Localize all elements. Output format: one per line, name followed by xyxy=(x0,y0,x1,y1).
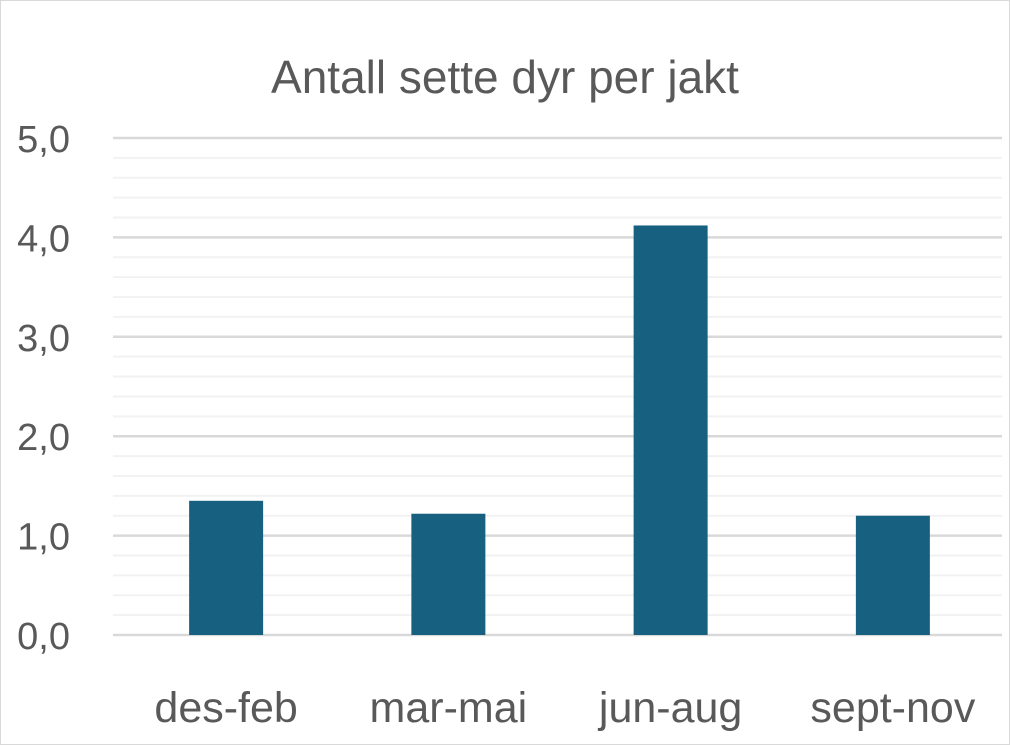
y-tick-label: 3,0 xyxy=(17,318,70,360)
y-tick-label: 4,0 xyxy=(17,218,70,260)
x-tick-label: mar-mai xyxy=(370,684,528,732)
bar-jun-aug xyxy=(633,225,708,636)
bar-des-feb xyxy=(189,500,264,635)
bar-mar-mai xyxy=(411,513,486,635)
x-tick-label: des-feb xyxy=(154,684,297,732)
x-tick-label: jun-aug xyxy=(597,684,742,732)
y-tick-label: 0,0 xyxy=(17,616,70,658)
x-tick-label: sept-nov xyxy=(810,684,975,732)
chart-title: Antall sette dyr per jakt xyxy=(271,51,739,103)
y-tick-label: 5,0 xyxy=(17,119,70,161)
y-tick-label: 1,0 xyxy=(17,517,70,559)
y-tick-label: 2,0 xyxy=(17,417,70,459)
bar-sept-nov xyxy=(855,515,930,635)
